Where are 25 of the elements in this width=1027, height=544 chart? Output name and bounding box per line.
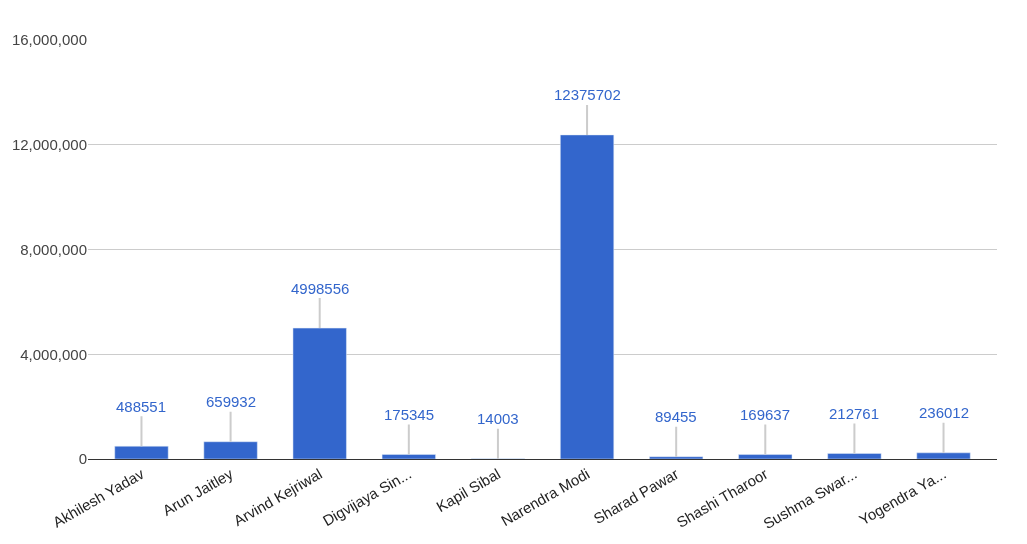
bar bbox=[827, 453, 882, 459]
bar bbox=[203, 441, 258, 459]
bar bbox=[292, 327, 347, 459]
data-label: 89455 bbox=[655, 408, 697, 425]
data-label: 12375702 bbox=[554, 86, 621, 103]
data-label: 169637 bbox=[740, 406, 791, 423]
data-label: 236012 bbox=[919, 404, 970, 421]
data-label: 212761 bbox=[829, 405, 880, 422]
data-label: 659932 bbox=[206, 393, 257, 410]
data-label: 488551 bbox=[116, 398, 167, 415]
y-tick-label: 8,000,000 bbox=[20, 240, 87, 258]
data-label: 14003 bbox=[477, 410, 519, 427]
bar bbox=[916, 452, 971, 459]
y-tick-label: 12,000,000 bbox=[11, 136, 87, 153]
data-label: 4998556 bbox=[291, 280, 350, 297]
bar bbox=[114, 445, 169, 459]
x-tick-label: Kapil Sibal bbox=[433, 464, 504, 516]
y-tick-label: 16,000,000 bbox=[11, 31, 87, 49]
bar bbox=[560, 134, 615, 459]
y-tick-label: 0 bbox=[78, 450, 87, 468]
bar bbox=[649, 456, 704, 459]
y-tick-label: 4,000,000 bbox=[20, 345, 87, 363]
bar bbox=[381, 454, 436, 459]
bar bbox=[738, 454, 793, 459]
data-label: 175345 bbox=[384, 406, 435, 423]
